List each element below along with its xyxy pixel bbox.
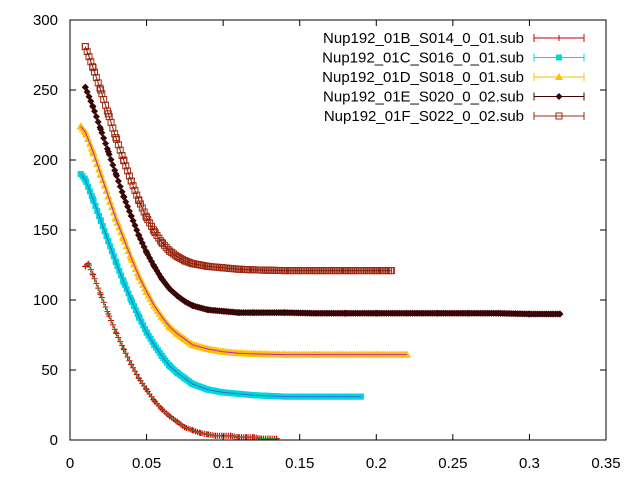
series-3 (76, 122, 411, 358)
data-point (127, 177, 135, 185)
legend-label: Nup192_01B_S014_0_01.sub (323, 30, 524, 47)
y-tick-label: 150 (33, 222, 58, 239)
legend-marker (555, 73, 563, 80)
x-tick-label: 0.05 (132, 455, 161, 472)
x-tick-label: 0.1 (213, 455, 234, 472)
x-tick-label: 0.25 (438, 455, 467, 472)
data-point-trail (158, 239, 166, 247)
data-point-trail (157, 237, 165, 245)
data-point-trail (129, 182, 137, 190)
legend-marker (555, 93, 563, 100)
x-tick-label: 0.3 (519, 455, 540, 472)
data-point (112, 134, 120, 142)
data-point-trail (142, 212, 150, 220)
legend-marker (555, 112, 563, 120)
data-point (81, 43, 89, 51)
data-point (97, 86, 105, 94)
legend: Nup192_01B_S014_0_01.sub Nup192_01C_S016_… (322, 30, 585, 125)
series-1 (82, 260, 280, 440)
y-tick-label: 50 (41, 362, 58, 379)
data-point-trail (116, 146, 124, 154)
data-point (120, 156, 128, 164)
data-point (158, 239, 166, 247)
data-point-trail (92, 73, 100, 81)
data-point-trail (94, 79, 102, 87)
data-point (135, 197, 143, 205)
fit-curve (80, 126, 407, 356)
legend-marker (556, 54, 562, 61)
legend-label: Nup192_01E_S020_0_02.sub (323, 89, 524, 106)
data-point-trail (85, 53, 93, 61)
series-4 (81, 83, 564, 318)
data-point-trail (125, 172, 133, 180)
data-point (173, 253, 181, 261)
x-tick-label: 0.35 (591, 455, 620, 472)
fit-curve (80, 173, 361, 398)
y-tick-label: 0 (50, 432, 58, 449)
series-5 (81, 43, 396, 275)
data-point (76, 122, 85, 130)
data-point-trail (91, 68, 99, 76)
data-point (166, 247, 174, 255)
y-tick-label: 200 (33, 152, 58, 169)
fit-curve (84, 87, 561, 315)
y-tick-label: 300 (33, 12, 58, 29)
legend-label: Nup192_01C_S016_0_01.sub (322, 50, 524, 67)
data-point-trail (83, 48, 91, 56)
data-point-trail (138, 204, 146, 212)
data-point-trail (114, 141, 122, 149)
legend-label: Nup192_01F_S022_0_02.sub (324, 108, 524, 125)
data-point (402, 350, 411, 358)
data-point (89, 64, 97, 72)
data-point-trail (140, 208, 148, 216)
data-point (150, 227, 158, 235)
y-tick-label: 250 (33, 82, 58, 99)
data-point (143, 213, 151, 221)
data-point-trail (131, 186, 139, 194)
data-point (104, 110, 112, 118)
x-tick-label: 0.15 (285, 455, 314, 472)
fit-curve (84, 262, 277, 440)
data-point-trail (133, 191, 141, 199)
x-tick-label: 0 (66, 455, 74, 472)
y-tick-label: 100 (33, 292, 58, 309)
data-point-trail (113, 135, 121, 143)
x-tick-label: 0.2 (366, 455, 387, 472)
series-2 (77, 171, 364, 400)
legend-marker (556, 35, 562, 41)
data-point (181, 257, 189, 265)
fit-curve (84, 46, 392, 272)
data-point-trail (124, 167, 132, 175)
data-point-trail (118, 152, 126, 160)
legend-label: Nup192_01D_S018_0_01.sub (322, 69, 524, 86)
data-point (189, 260, 197, 268)
